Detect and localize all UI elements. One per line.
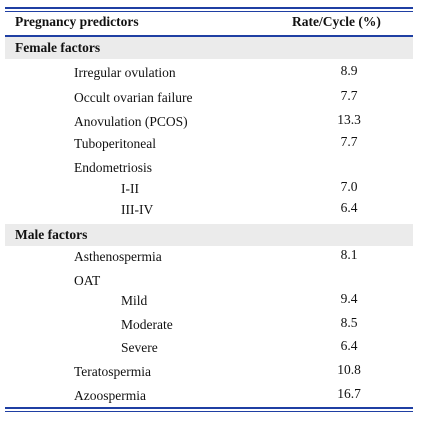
row-value: 7.7: [340, 88, 358, 103]
header-cell: Pregnancy predictors: [15, 14, 139, 29]
section-band: [5, 224, 413, 246]
row-value: 8.9: [340, 63, 358, 78]
row-label: Azoospermia: [74, 388, 146, 403]
row-value: 7.0: [340, 179, 358, 194]
row-value: 9.4: [340, 291, 358, 306]
row-value: 6.4: [340, 338, 358, 353]
top-rule: [5, 7, 413, 9]
row-value: 8.5: [340, 315, 358, 330]
header-cell: Rate/Cycle (%): [292, 14, 381, 29]
section-title: Female factors: [15, 40, 101, 55]
bottom-rule: [5, 407, 413, 409]
row-label: Irregular ovulation: [74, 65, 176, 80]
row-label: Teratospermia: [74, 364, 152, 379]
row-label: Moderate: [121, 317, 173, 332]
row-value: 16.7: [337, 386, 361, 401]
row-label: Mild: [121, 293, 148, 308]
header-rule: [5, 35, 413, 37]
row-label: Severe: [121, 340, 158, 355]
top-rule: [5, 11, 413, 12]
row-label: OAT: [74, 273, 101, 288]
row-label: I-II: [121, 181, 139, 196]
section-band: [5, 37, 413, 59]
row-label: Anovulation (PCOS): [74, 114, 188, 129]
row-label: Occult ovarian failure: [74, 90, 193, 105]
row-value: 7.7: [340, 134, 358, 149]
row-label: Endometriosis: [74, 160, 152, 175]
row-value: 8.1: [340, 247, 358, 262]
row-label: Asthenospermia: [74, 249, 162, 264]
section-title: Male factors: [15, 227, 88, 242]
row-label: III-IV: [121, 202, 154, 217]
bottom-rule: [5, 411, 413, 412]
row-value: 13.3: [337, 112, 361, 127]
row-value: 10.8: [337, 362, 361, 377]
row-value: 6.4: [340, 200, 358, 215]
row-label: Tuboperitoneal: [74, 136, 156, 151]
